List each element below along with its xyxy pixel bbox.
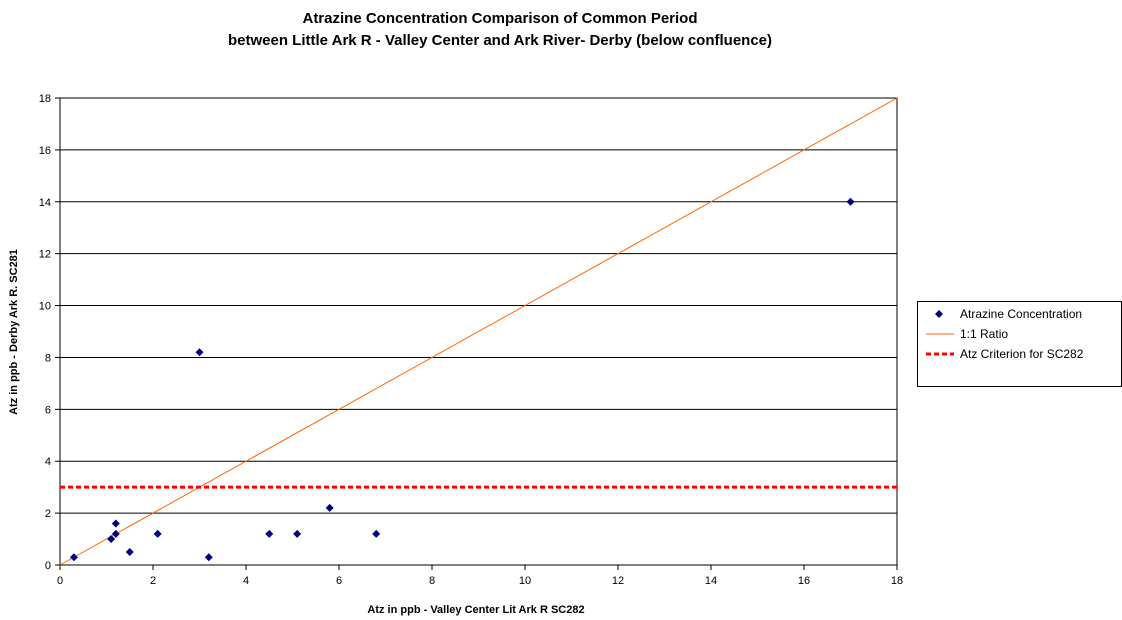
legend-item-1-1-ratio: 1:1 Ratio (918, 325, 1121, 345)
data-point (265, 529, 274, 538)
legend-item-atz-criterion: Atz Criterion for SC282 (918, 345, 1121, 365)
data-point (204, 553, 213, 562)
x-tick-label: 12 (612, 575, 624, 587)
data-point (107, 535, 116, 544)
y-tick-label: 18 (39, 93, 51, 105)
x-tick-label: 16 (798, 575, 810, 587)
diamond-marker-icon (935, 310, 943, 318)
y-tick-label: 10 (39, 301, 51, 313)
data-point (195, 348, 204, 357)
data-point (69, 553, 78, 562)
legend-label: Atz Criterion for SC282 (960, 347, 1084, 361)
legend: Atrazine Concentration 1:1 Ratio Atz Cri… (917, 301, 1122, 387)
data-point (293, 529, 302, 538)
x-tick-label: 6 (336, 575, 342, 587)
legend-label: 1:1 Ratio (960, 327, 1009, 341)
grid-lines (60, 149, 897, 514)
solid-line-icon (926, 333, 954, 335)
y-axis-label: Atz in ppb - Derby Ark R. SC281 (8, 249, 20, 415)
y-tick-label: 14 (39, 197, 51, 209)
data-point (372, 529, 381, 538)
y-tick-label: 12 (39, 249, 51, 261)
x-tick-label: 14 (705, 575, 717, 587)
series-layer (59, 97, 898, 566)
data-point (125, 548, 134, 557)
x-tick-label: 4 (243, 575, 249, 587)
data-point (153, 529, 162, 538)
x-tick-label: 0 (57, 575, 63, 587)
data-point (111, 529, 120, 538)
x-tick-label: 10 (519, 575, 531, 587)
y-tick-label: 16 (39, 145, 51, 157)
y-tick-label: 2 (45, 508, 51, 520)
plot-area (59, 97, 898, 566)
y-axis-ticks: 0 2 4 6 8 10 12 14 16 18 (39, 93, 60, 572)
legend-item-atrazine-concentration: Atrazine Concentration (918, 305, 1121, 325)
legend-label: Atrazine Concentration (960, 307, 1083, 321)
data-point (846, 197, 855, 206)
x-tick-label: 2 (150, 575, 156, 587)
x-tick-label: 18 (891, 575, 903, 587)
x-tick-label: 8 (429, 575, 435, 587)
data-point (325, 503, 334, 512)
y-tick-label: 8 (45, 352, 51, 364)
chart-subtitle: between Little Ark R - Valley Center and… (227, 32, 773, 49)
y-tick-label: 6 (45, 404, 51, 416)
y-tick-label: 4 (45, 456, 51, 468)
x-axis-ticks: 0 2 4 6 8 10 12 14 16 18 (57, 565, 903, 587)
ratio-line (59, 97, 898, 566)
y-tick-label: 0 (45, 560, 51, 572)
data-point (111, 519, 120, 528)
dashed-line-icon (926, 352, 954, 356)
chart-title: Atrazine Concentration Comparison of Com… (302, 10, 698, 27)
x-axis-label: Atz in ppb - Valley Center Lit Ark R SC2… (367, 604, 584, 616)
